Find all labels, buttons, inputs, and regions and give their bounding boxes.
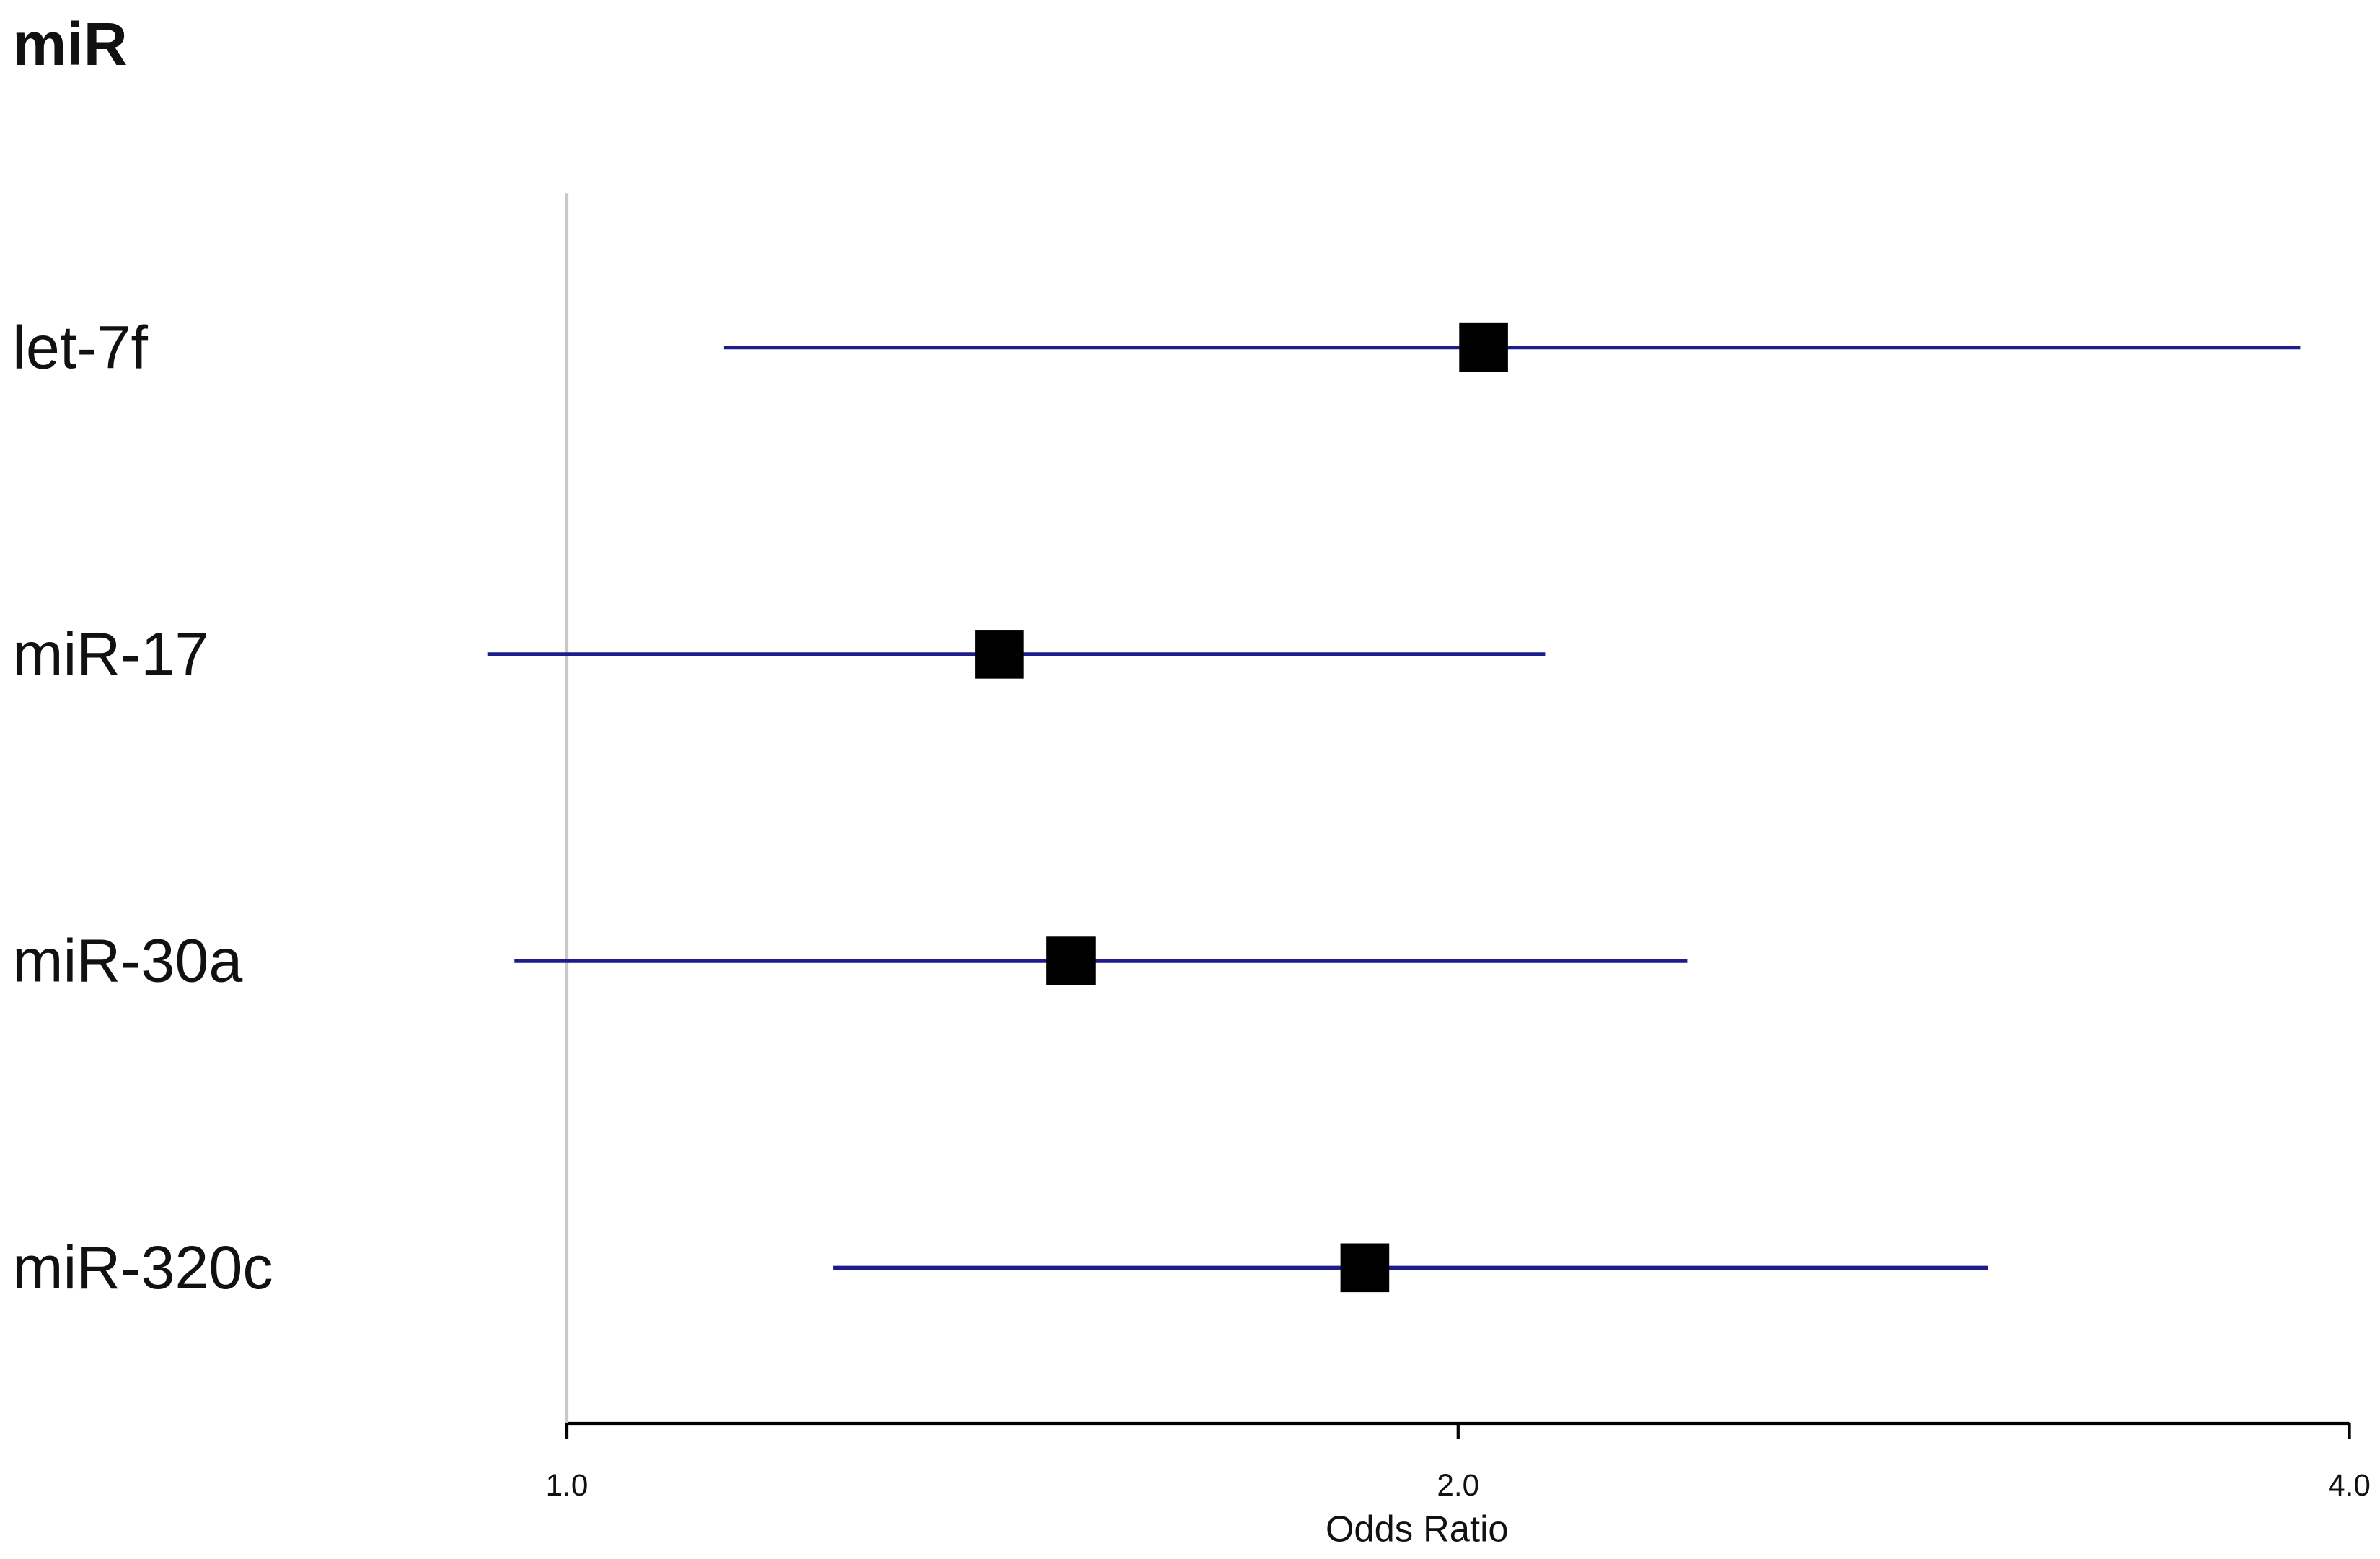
point-estimate [1046, 936, 1096, 985]
x-tick-label: 4.0 [2328, 1468, 2371, 1502]
chart-title: miR [12, 10, 128, 78]
point-estimate [1459, 322, 1508, 372]
row-label: miR-30a [12, 927, 242, 995]
row-label: miR-320c [12, 1234, 273, 1301]
x-tick-label: 2.0 [1437, 1468, 1479, 1502]
x-axis-label: Odds Ratio [1326, 1508, 1509, 1549]
point-estimate [1340, 1243, 1390, 1293]
row-label: let-7f [12, 313, 148, 381]
point-estimate [975, 630, 1024, 679]
row-label: miR-17 [12, 620, 208, 688]
x-tick-label: 1.0 [546, 1468, 589, 1502]
